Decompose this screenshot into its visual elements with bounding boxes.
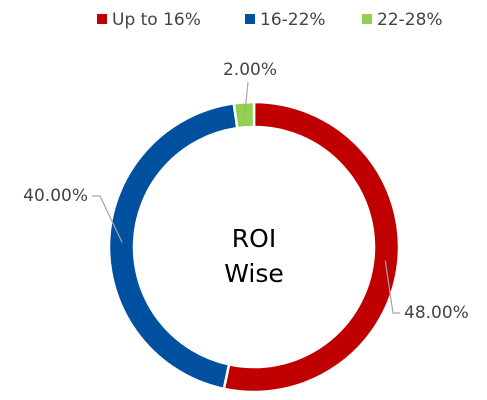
leader-line [244, 81, 249, 116]
leader-line [384, 260, 400, 314]
data-label: 2.00% [223, 60, 277, 80]
legend-swatch [362, 14, 372, 24]
center-label: Wise [224, 259, 284, 288]
leader-line [92, 195, 123, 243]
slice [232, 100, 256, 130]
legend-label: Up to 16% [112, 10, 201, 30]
legend-label: 22-28% [377, 10, 443, 30]
legend-label: 16-22% [260, 10, 326, 30]
data-label: 48.00% [404, 303, 469, 323]
center-label: ROI [232, 224, 276, 253]
legend-swatch [245, 14, 255, 24]
data-label: 40.00% [23, 186, 88, 206]
slice [107, 101, 239, 391]
legend-swatch [97, 14, 107, 24]
